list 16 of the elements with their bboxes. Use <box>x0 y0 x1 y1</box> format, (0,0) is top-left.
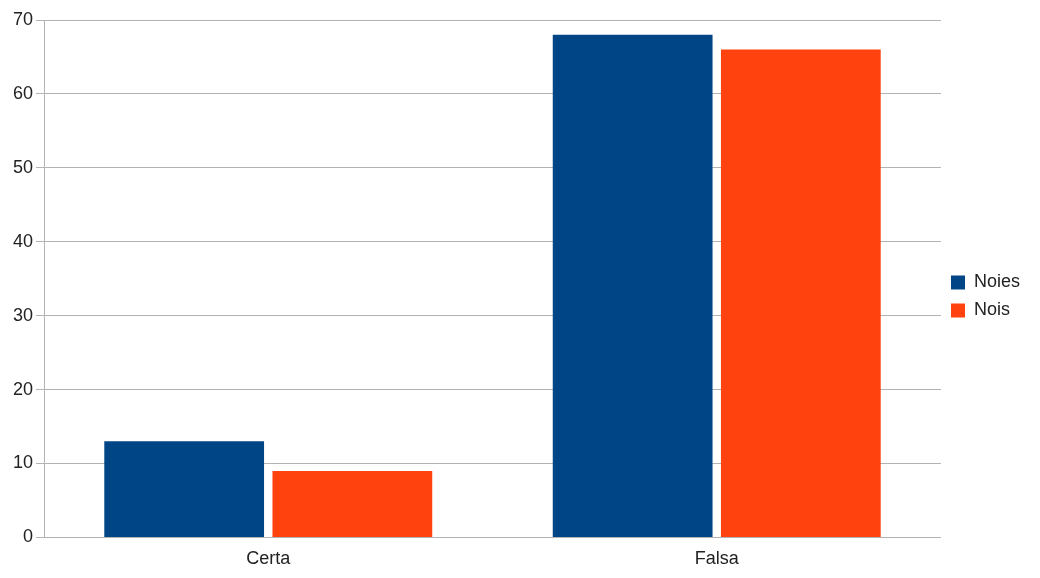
bar <box>272 470 433 537</box>
legend-label: Noies <box>973 271 1021 292</box>
x-tick-label: Falsa <box>694 548 740 569</box>
bar <box>552 34 713 537</box>
y-tick-label: 50 <box>12 156 34 177</box>
y-tick-label: 30 <box>12 304 34 325</box>
y-tick-label: 70 <box>12 8 34 29</box>
y-tick-label: 20 <box>12 378 34 399</box>
legend-label: Nois <box>973 299 1010 320</box>
y-tick-label: 10 <box>12 452 34 473</box>
x-tick-label: Certa <box>246 548 292 569</box>
y-tick-label: 0 <box>23 526 34 547</box>
bar <box>104 441 265 537</box>
y-tick-label: 40 <box>12 230 34 251</box>
y-tick-label: 60 <box>12 82 34 103</box>
bar <box>720 49 881 537</box>
